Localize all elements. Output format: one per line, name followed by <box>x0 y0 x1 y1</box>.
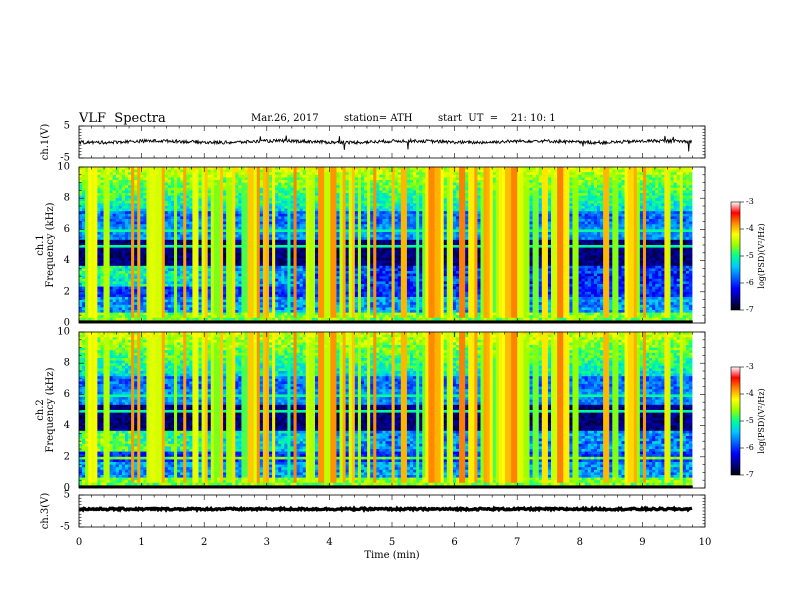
ch1-waveform-line <box>78 135 692 152</box>
ytick-label: 8 <box>64 358 70 369</box>
xtick-label: 9 <box>639 537 645 548</box>
xtick-label: 7 <box>514 537 520 548</box>
ch3-waveform-line <box>78 505 693 513</box>
ylabel-4: ch.3(V) <box>40 493 51 530</box>
colorbar-tick-label: -6 <box>746 278 754 287</box>
spectrogram-layer <box>79 167 693 489</box>
ytick-label: 4 <box>64 420 70 431</box>
colorbar-1 <box>730 201 741 311</box>
colorbar-label: log(PSD)(V²/Hz) <box>757 223 766 288</box>
ytick-label: 6 <box>64 389 70 400</box>
ylabel-3: Frequency (kHz) <box>45 367 56 452</box>
colorbar-tick-label: -3 <box>746 197 754 206</box>
ylabel-2: ch.1 <box>35 234 46 256</box>
ytick-label: 5 <box>64 490 70 501</box>
ytick-label: 2 <box>64 286 70 297</box>
xtick-label: 1 <box>138 537 144 548</box>
colorbar-tick-label: -4 <box>746 224 754 233</box>
colorbar-label: log(PSD)(V²/Hz) <box>757 388 766 453</box>
colorbar-tick-label: -7 <box>746 470 754 479</box>
start-time-label: start UT = 21: 10: 1 <box>438 113 556 124</box>
ytick-label: 6 <box>64 224 70 235</box>
ylabel-1: ch.1(V) <box>40 124 51 161</box>
colorbar-layer: -3 -4 -5 -6 -7 log(PSD)(V²/Hz) -3 -4 -5 -6 -7 log(P… <box>730 197 766 479</box>
colorbar-tick-label: -3 <box>746 362 754 371</box>
xtick-label: 10 <box>699 537 712 548</box>
axes-layer <box>78 125 706 528</box>
xtick-label: 8 <box>577 537 583 548</box>
colorbar-tick-label: -5 <box>746 416 754 425</box>
colorbar-tick-label: -7 <box>746 305 754 314</box>
colorbar-tick-label: -6 <box>746 443 754 452</box>
xtick-label: 6 <box>451 537 457 548</box>
ytick-label: 10 <box>57 162 70 173</box>
colorbar-2 <box>730 366 741 476</box>
ytick-label: 8 <box>64 193 70 204</box>
station-label: station= ATH <box>344 113 412 124</box>
ytick-label: 4 <box>64 255 70 266</box>
xtick-label: 3 <box>264 537 270 548</box>
xtick-label: 0 <box>76 537 82 548</box>
ytick-label: 10 <box>57 327 70 338</box>
figure-title: VLF Spectra <box>79 111 166 126</box>
xtick-label: 4 <box>326 537 332 548</box>
xtick-label: 5 <box>389 537 395 548</box>
ytick-label: 0 <box>64 483 70 494</box>
colorbar-tick-label: -5 <box>746 251 754 260</box>
ylabel-2: Frequency (kHz) <box>45 202 56 287</box>
ytick-label: 0 <box>64 318 70 329</box>
ytick-label: -5 <box>60 153 70 164</box>
waveform-layer <box>78 135 693 513</box>
ytick-label: 2 <box>64 451 70 462</box>
ytick-label: -5 <box>60 522 70 533</box>
date-label: Mar.26, 2017 <box>251 113 319 124</box>
x-axis-label: Time (min) <box>364 550 419 561</box>
ylabel-3: ch.2 <box>35 399 46 421</box>
ytick-label: 5 <box>64 121 70 132</box>
xtick-label: 2 <box>201 537 207 548</box>
colorbar-tick-label: -4 <box>746 389 754 398</box>
